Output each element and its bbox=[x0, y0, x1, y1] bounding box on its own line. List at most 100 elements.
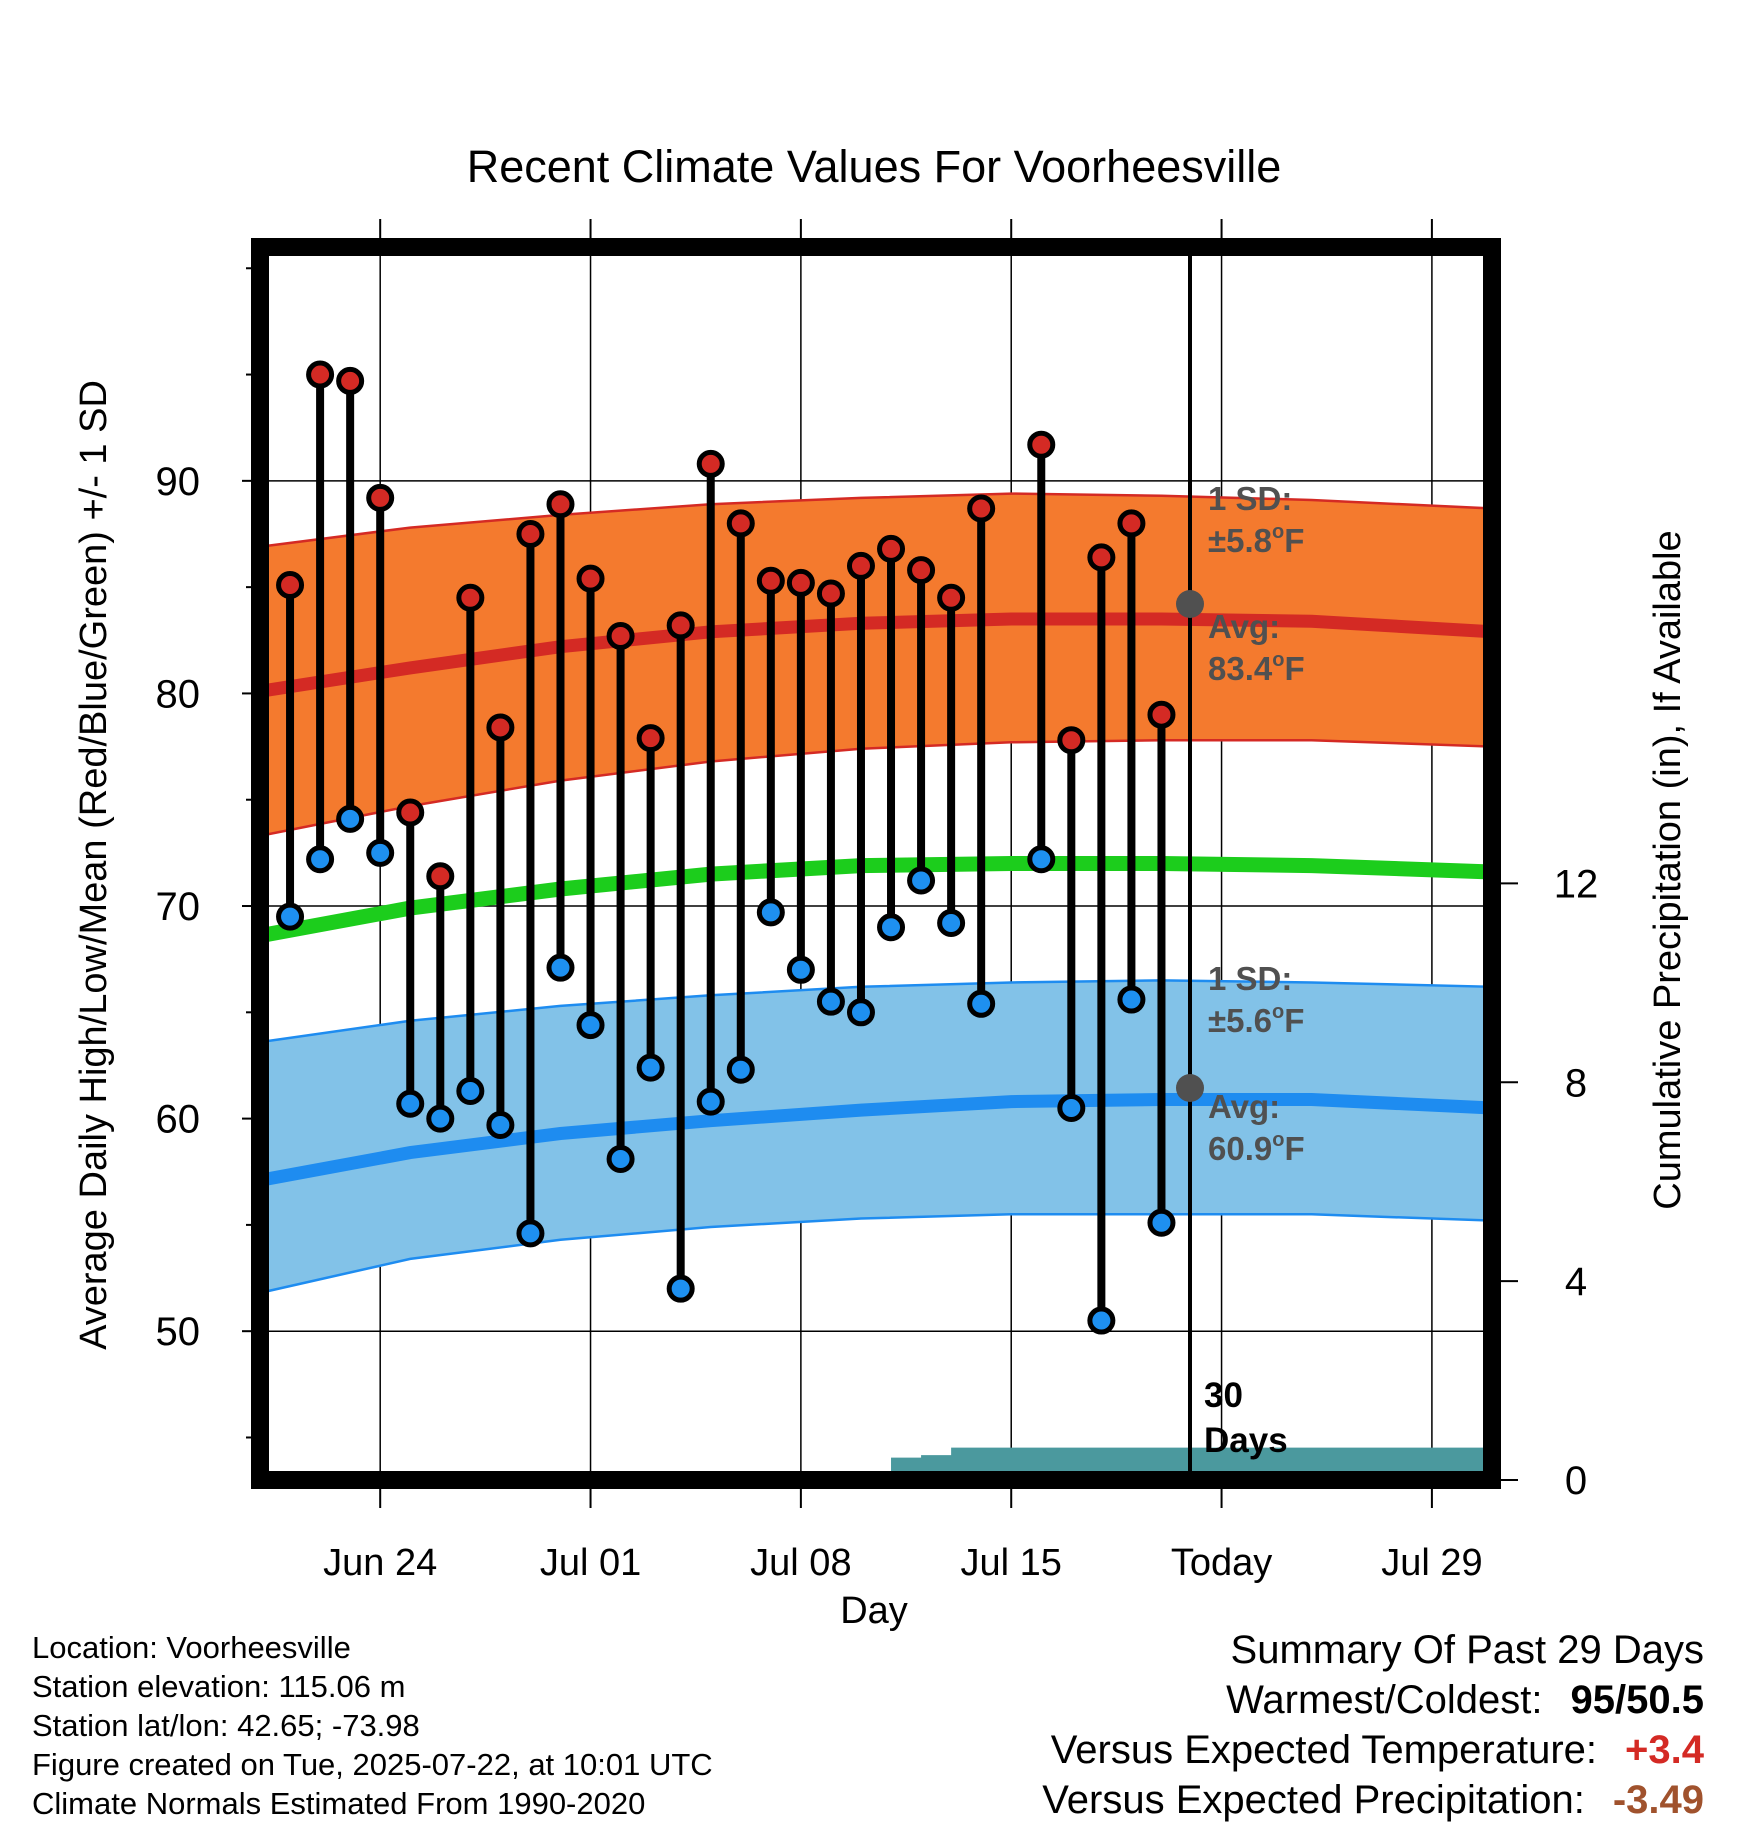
high-sd-value: ±5.8oF bbox=[1208, 521, 1304, 559]
high-point bbox=[456, 583, 485, 612]
window-count: 30 bbox=[1204, 1376, 1243, 1415]
y-tick-label: 70 bbox=[156, 885, 201, 929]
y-tick-label: 80 bbox=[156, 672, 201, 716]
high-point bbox=[276, 571, 305, 600]
info-location: Location: Voorheesville bbox=[32, 1630, 351, 1665]
low-point bbox=[636, 1053, 665, 1082]
high-avg-marker bbox=[1176, 590, 1204, 618]
precip-anomaly-label: Versus Expected Precipitation: bbox=[1042, 1778, 1585, 1822]
high-point bbox=[846, 551, 875, 580]
high-point bbox=[366, 483, 395, 512]
high-point bbox=[1087, 543, 1116, 572]
low-point bbox=[696, 1087, 725, 1116]
x-tick-label: Jul 01 bbox=[540, 1542, 641, 1584]
high-point bbox=[816, 579, 845, 608]
high-point bbox=[426, 862, 455, 891]
temp-anomaly-value: +3.4 bbox=[1625, 1728, 1704, 1772]
summary-panel: Summary Of Past 29 Days Warmest/Coldest:… bbox=[1042, 1625, 1704, 1825]
high-sd-label: 1 SD: bbox=[1208, 480, 1292, 517]
low-point bbox=[1057, 1093, 1086, 1122]
high-point bbox=[967, 494, 996, 523]
low-point bbox=[1147, 1208, 1176, 1237]
high-point bbox=[1117, 509, 1146, 538]
low-point bbox=[396, 1089, 425, 1118]
x-axis-label: Day bbox=[840, 1590, 908, 1632]
summary-warm-cold: Warmest/Coldest: 95/50.5 bbox=[1042, 1675, 1704, 1725]
y-axis-right: 0 4 8 12 bbox=[1501, 862, 1598, 1503]
low-avg-label: Avg: bbox=[1208, 1088, 1280, 1125]
low-point bbox=[576, 1011, 605, 1040]
high-annotation: 1 SD: ±5.8oF Avg: 83.4oF bbox=[1208, 480, 1305, 687]
x-tick-label: Jul 15 bbox=[961, 1542, 1062, 1584]
y2-tick-label: 12 bbox=[1554, 862, 1599, 906]
low-point bbox=[726, 1055, 755, 1084]
low-point bbox=[907, 866, 936, 895]
low-point bbox=[877, 913, 906, 942]
summary-temp: Versus Expected Temperature: +3.4 bbox=[1042, 1725, 1704, 1775]
summary-precip: Versus Expected Precipitation: -3.49 bbox=[1042, 1775, 1704, 1825]
low-point bbox=[816, 987, 845, 1016]
window-label: Days bbox=[1204, 1421, 1288, 1460]
low-point bbox=[546, 953, 575, 982]
y-tick-label: 90 bbox=[156, 460, 201, 504]
low-point bbox=[606, 1144, 635, 1173]
low-sd-value: ±5.6oF bbox=[1208, 1001, 1304, 1039]
low-point bbox=[516, 1219, 545, 1248]
normal-low-line bbox=[258, 1093, 1493, 1187]
info-elevation: Station elevation: 115.06 m bbox=[32, 1669, 406, 1704]
high-point bbox=[1027, 430, 1056, 459]
window-annotation: 30 Days bbox=[1204, 1376, 1288, 1460]
info-normals: Climate Normals Estimated From 1990-2020 bbox=[32, 1786, 646, 1821]
high-avg-value: 83.4oF bbox=[1208, 649, 1305, 687]
high-avg-label: Avg: bbox=[1208, 608, 1280, 645]
x-tick-label: Jun 24 bbox=[323, 1542, 437, 1584]
y-axis-left: 50 60 70 80 90 bbox=[156, 267, 251, 1439]
y2-tick-label: 4 bbox=[1565, 1260, 1587, 1304]
low-point bbox=[366, 838, 395, 867]
daily-range-bars bbox=[276, 360, 1176, 1335]
low-point bbox=[1117, 985, 1146, 1014]
temp-anomaly-label: Versus Expected Temperature: bbox=[1050, 1728, 1598, 1772]
low-sd-label: 1 SD: bbox=[1208, 960, 1292, 997]
high-point bbox=[877, 534, 906, 563]
info-latlon: Station lat/lon: 42.65; -73.98 bbox=[32, 1708, 420, 1743]
low-avg-value: 60.9oF bbox=[1208, 1129, 1305, 1167]
low-point bbox=[967, 989, 996, 1018]
low-point bbox=[336, 804, 365, 833]
high-point bbox=[606, 622, 635, 651]
low-sd-band bbox=[258, 979, 1494, 1295]
info-created: Figure created on Tue, 2025-07-22, at 10… bbox=[32, 1747, 713, 1782]
high-point bbox=[937, 583, 966, 612]
y-tick-label: 60 bbox=[156, 1098, 201, 1142]
plot-frame bbox=[251, 238, 1501, 1489]
high-point bbox=[907, 556, 936, 585]
x-tick-label: Jul 08 bbox=[750, 1542, 851, 1584]
low-point bbox=[456, 1076, 485, 1105]
low-point bbox=[426, 1104, 455, 1133]
high-point bbox=[516, 519, 545, 548]
high-point bbox=[696, 449, 725, 478]
high-point bbox=[546, 490, 575, 519]
low-point bbox=[1087, 1306, 1116, 1335]
high-point bbox=[756, 566, 785, 595]
low-point bbox=[486, 1110, 515, 1139]
high-point bbox=[396, 798, 425, 827]
normal-bands bbox=[258, 492, 1494, 1295]
low-point bbox=[666, 1274, 695, 1303]
high-point bbox=[786, 568, 815, 597]
high-point bbox=[726, 509, 755, 538]
low-point bbox=[756, 898, 785, 927]
x-tick-label: Today bbox=[1171, 1542, 1272, 1584]
y-tick-label: 50 bbox=[156, 1310, 201, 1354]
high-point bbox=[576, 564, 605, 593]
low-point bbox=[306, 845, 335, 874]
warm-cold-value: 95/50.5 bbox=[1570, 1678, 1704, 1722]
precip-anomaly-value: -3.49 bbox=[1612, 1778, 1704, 1822]
y2-axis-label: Cumulative Precipitation (in), If Availa… bbox=[1647, 530, 1689, 1209]
summary-title: Summary Of Past 29 Days bbox=[1230, 1628, 1704, 1672]
high-point bbox=[636, 724, 665, 753]
high-point bbox=[666, 611, 695, 640]
high-point bbox=[336, 366, 365, 395]
y-axis-label: Average Daily High/Low/Mean (Red/Blue/Gr… bbox=[73, 380, 115, 1350]
x-tick-label: Jul 29 bbox=[1381, 1542, 1482, 1584]
